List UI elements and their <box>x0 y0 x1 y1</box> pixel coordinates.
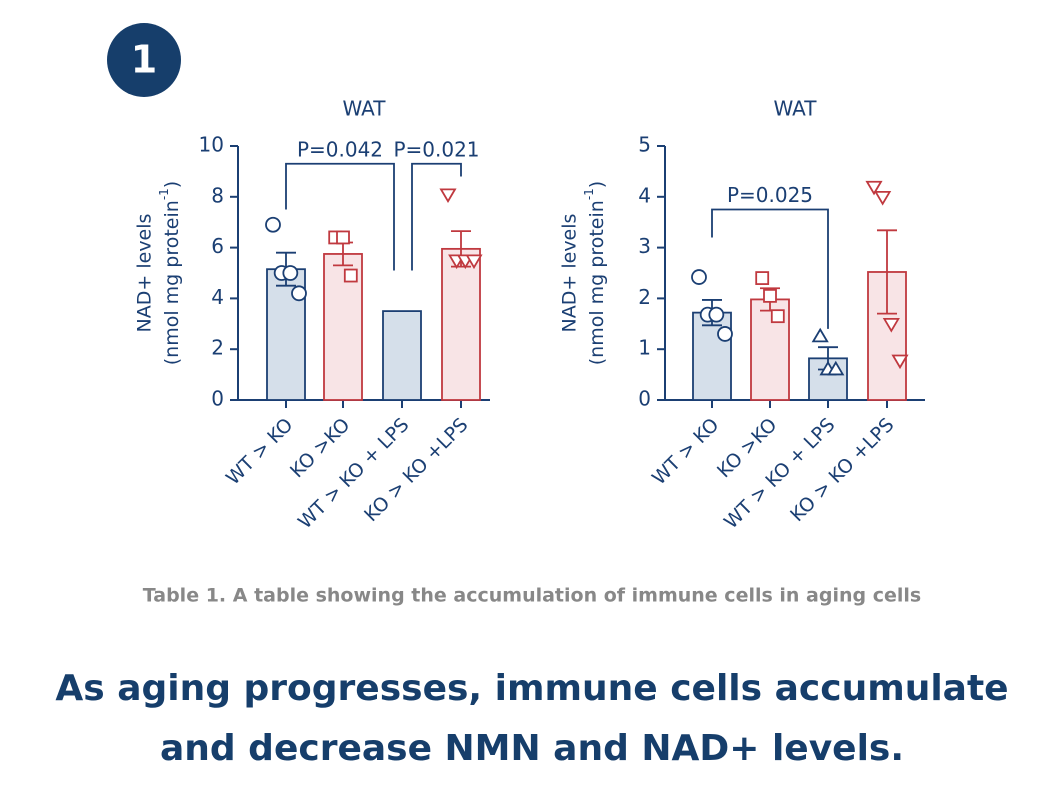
caption: Table 1. A table showing the accumulatio… <box>143 585 921 607</box>
error-bar <box>877 229 897 315</box>
unit-text: (nmol mg protein <box>586 200 608 365</box>
p-value: P=0.042 <box>297 137 383 161</box>
data-point <box>763 288 777 303</box>
data-point <box>891 354 909 370</box>
data-point <box>439 188 457 204</box>
y-tick-label: 4 <box>211 285 224 309</box>
data-point <box>336 230 350 245</box>
badge-circle <box>107 23 181 97</box>
y-tick-label: 0 <box>638 387 651 411</box>
significance-bracket <box>711 208 829 329</box>
headline: As aging progresses, immune cells accumu… <box>55 668 1008 709</box>
chart-title: WAT <box>773 97 817 121</box>
data-point <box>343 268 358 283</box>
x-tick-label: WT > KO <box>648 414 724 490</box>
x-tick-label: KO > KO +LPS <box>360 414 472 526</box>
data-point <box>265 216 281 233</box>
chart-title: WAT <box>342 97 386 121</box>
data-point <box>811 327 829 343</box>
y-tick-label: 6 <box>211 234 224 258</box>
data-point <box>708 306 725 323</box>
x-tick-label: KO > KO +LPS <box>786 414 898 526</box>
bar <box>382 310 422 401</box>
data-point <box>691 269 707 285</box>
x-tick-label: WT > KO + LPS <box>294 414 413 533</box>
data-point <box>717 326 733 342</box>
y-tick-label: 2 <box>211 336 224 360</box>
unit-sup: -1 <box>157 188 171 200</box>
data-point <box>827 360 845 376</box>
unit-text: (nmol mg protein <box>161 200 183 365</box>
significance-bracket <box>411 162 462 271</box>
unit-close: ) <box>161 181 183 188</box>
y-tick-label: 10 <box>199 133 224 157</box>
badge-number: 1 <box>131 38 157 82</box>
y-tick-label: 1 <box>638 336 651 360</box>
significance-bracket <box>285 162 395 271</box>
y-tick-label: 5 <box>638 133 651 157</box>
x-tick-label: WT > KO + LPS <box>720 414 839 533</box>
data-point <box>882 318 900 333</box>
y-axis-label: NAD+ levels <box>134 214 156 333</box>
data-point <box>755 271 770 285</box>
y-axis-label: NAD+ levels <box>559 214 581 333</box>
x-tick-label: WT > KO <box>222 414 298 490</box>
data-point <box>865 180 883 196</box>
headline: and decrease NMN and NAD+ levels. <box>160 728 904 769</box>
data-point <box>291 285 307 302</box>
y-tick-label: 3 <box>638 234 651 258</box>
unit-sup: -1 <box>582 188 596 200</box>
unit-close: ) <box>586 181 608 188</box>
data-point <box>874 191 892 206</box>
y-tick-label: 0 <box>211 387 224 411</box>
data-point <box>770 309 785 324</box>
p-value: P=0.025 <box>727 183 813 207</box>
y-tick-label: 4 <box>638 183 651 207</box>
data-point <box>465 254 483 270</box>
y-axis-unit: (nmol mg protein-1) <box>582 181 608 365</box>
y-tick-label: 2 <box>638 285 651 309</box>
y-tick-label: 8 <box>211 183 224 207</box>
p-value: P=0.021 <box>393 137 479 161</box>
data-point <box>282 265 299 281</box>
bar <box>441 247 481 401</box>
y-axis-unit: (nmol mg protein-1) <box>157 181 183 365</box>
